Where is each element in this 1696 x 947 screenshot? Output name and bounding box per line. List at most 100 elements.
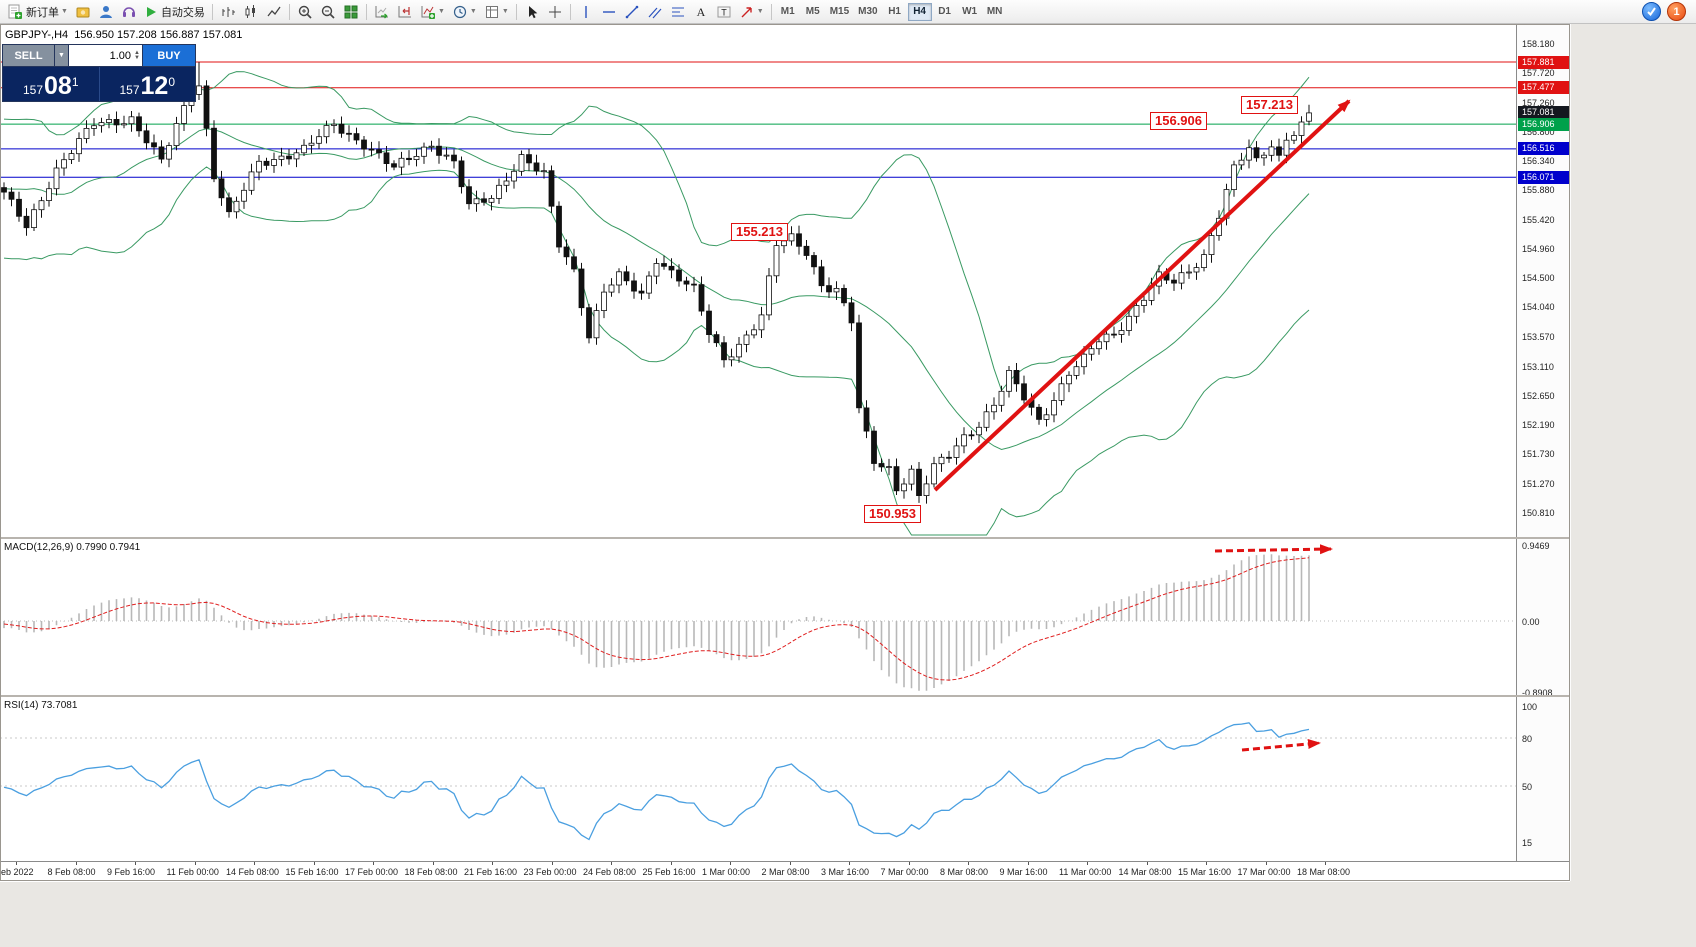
price-callout[interactable]: 150.953 [864,505,921,523]
cursor-button[interactable] [521,2,543,22]
time-axis-label: 18 Feb 08:00 [404,867,458,877]
price-callout[interactable]: 157.213 [1241,96,1298,114]
timeframe-button-m1[interactable]: M1 [776,3,800,21]
horizontal-line-button[interactable] [598,2,620,22]
time-axis-label: 2 Mar 08:00 [761,867,810,877]
trendline-button[interactable] [621,2,643,22]
bollinger-bands[interactable] [3,71,1310,536]
macd-axis-label: 0.9469 [1522,541,1550,552]
funds-button[interactable] [72,2,94,22]
time-axis[interactable]: 7 Feb 2022 8 Feb 08:00 9 Feb 16:00 11 Feb 0… [0,861,1570,882]
time-axis-label: 9 Feb 16:00 [107,867,156,877]
time-axis-label: 18 Mar 08:00 [1297,867,1351,877]
price-tag-157.081: 157.081 [1518,106,1570,120]
horizontal-lines[interactable] [0,61,1516,178]
fibonacci-button[interactable] [667,2,689,22]
time-axis-label: 7 Mar 00:00 [880,867,929,877]
chevron-down-icon: ▼ [501,8,509,15]
sell-button[interactable]: SELL [3,45,55,66]
svg-text:A: A [696,5,705,19]
auto-scroll-button[interactable] [371,2,393,22]
notification-badge[interactable]: 1 [1667,2,1686,21]
time-axis-label: 7 Feb 2022 [0,867,34,877]
new-order-icon [7,4,23,20]
rsi-axis-label: 80 [1522,734,1533,744]
symbol-ohlc-header: GBPJPY-,H4 156.950 157.208 156.887 157.08… [5,29,242,41]
time-axis-tick [730,862,731,865]
zoom-in-button[interactable] [294,2,316,22]
macd-panel[interactable] [0,539,1516,695]
tile-windows-button[interactable] [340,2,362,22]
channel-icon [647,4,663,20]
linechart-icon [266,4,282,20]
volume-stepper[interactable]: ▲ ▼ [134,49,140,61]
toolbar-separator [365,3,367,20]
time-axis-tick [1206,862,1207,865]
time-axis-label: 17 Mar 00:00 [1237,867,1291,877]
crosshair-button[interactable] [544,2,566,22]
price-callout[interactable]: 156.906 [1150,112,1207,130]
price-axis-label: 157.260 [1522,97,1555,108]
timeframe-button-h1[interactable]: H1 [883,3,907,21]
toolbar-separator [515,3,517,20]
time-axis-tick [1087,862,1088,865]
time-axis-tick [135,862,136,865]
time-axis-label: 9 Mar 16:00 [999,867,1048,877]
time-axis-tick [789,862,791,865]
volume-input[interactable]: 1.00 ▲ ▼ [69,45,143,66]
symbol-name: GBPJPY-,H4 [5,29,69,41]
time-axis-label: 3 Mar 16:00 [821,867,870,877]
templates-button[interactable]: ▼ [481,2,512,22]
zoom-out-button[interactable] [317,2,339,22]
panel-splitter[interactable] [0,695,1570,697]
order-type-caret[interactable]: ▼ [55,45,69,66]
price-axis[interactable]: 158.180 157.720 157.260 156.800 156.340 155.8… [1516,24,1571,881]
price-axis-label: 152.650 [1522,390,1555,401]
label-icon: T [716,4,732,20]
timeframe-button-w1[interactable]: W1 [958,3,982,21]
indicators-button[interactable]: ▼ [417,2,448,22]
chart-shift-button[interactable] [394,2,416,22]
candles-icon [243,4,259,20]
zoom-in-icon [297,4,313,20]
trendline-icon [624,4,640,20]
macd-signal-line [3,557,1310,681]
funds-icon [75,4,91,20]
community-icon[interactable] [1642,2,1661,21]
clock-icon [452,4,468,20]
text-button[interactable]: A [690,2,712,22]
arrows-button[interactable]: ▼ [736,2,767,22]
candle-wicks [3,62,1310,504]
label-button[interactable]: T [713,2,735,22]
panel-splitter[interactable] [0,537,1570,539]
svg-text:T: T [721,7,727,17]
timeframe-button-h4[interactable]: H4 [907,2,932,21]
timeframe-button-m5[interactable]: M5 [801,3,825,21]
buy-button[interactable]: BUY [143,45,195,66]
line-chart-button[interactable] [263,2,285,22]
periods-button[interactable]: ▼ [449,2,480,22]
new-order-button[interactable]: 新订单 ▼ [4,2,71,22]
autotrade-button[interactable]: 自动交易 [141,2,208,22]
timeframe-button-m30[interactable]: M30 [854,3,881,21]
volume-value: 1.00 [109,49,132,62]
price-callout[interactable]: 155.213 [731,223,788,241]
bar-chart-button[interactable] [217,2,239,22]
vertical-line-button[interactable] [575,2,597,22]
time-axis-tick [670,862,672,865]
fibo-icon [670,4,686,20]
rsi-panel[interactable] [0,697,1516,861]
time-axis-tick [849,862,850,865]
time-axis-tick [908,862,910,865]
channel-button[interactable] [644,2,666,22]
candlestick-chart-button[interactable] [240,2,262,22]
price-axis-label: 156.340 [1522,156,1555,167]
timeframe-button-mn[interactable]: MN [983,3,1007,21]
support-button[interactable] [118,2,140,22]
profile-button[interactable] [95,2,117,22]
timeframe-button-d1[interactable]: D1 [933,3,957,21]
price-axis-label: 150.810 [1522,507,1555,518]
timeframe-button-m15[interactable]: M15 [826,3,853,21]
chevron-down-icon: ▼ [469,8,477,15]
price-tag-157.477: 157.477 [1518,81,1570,95]
